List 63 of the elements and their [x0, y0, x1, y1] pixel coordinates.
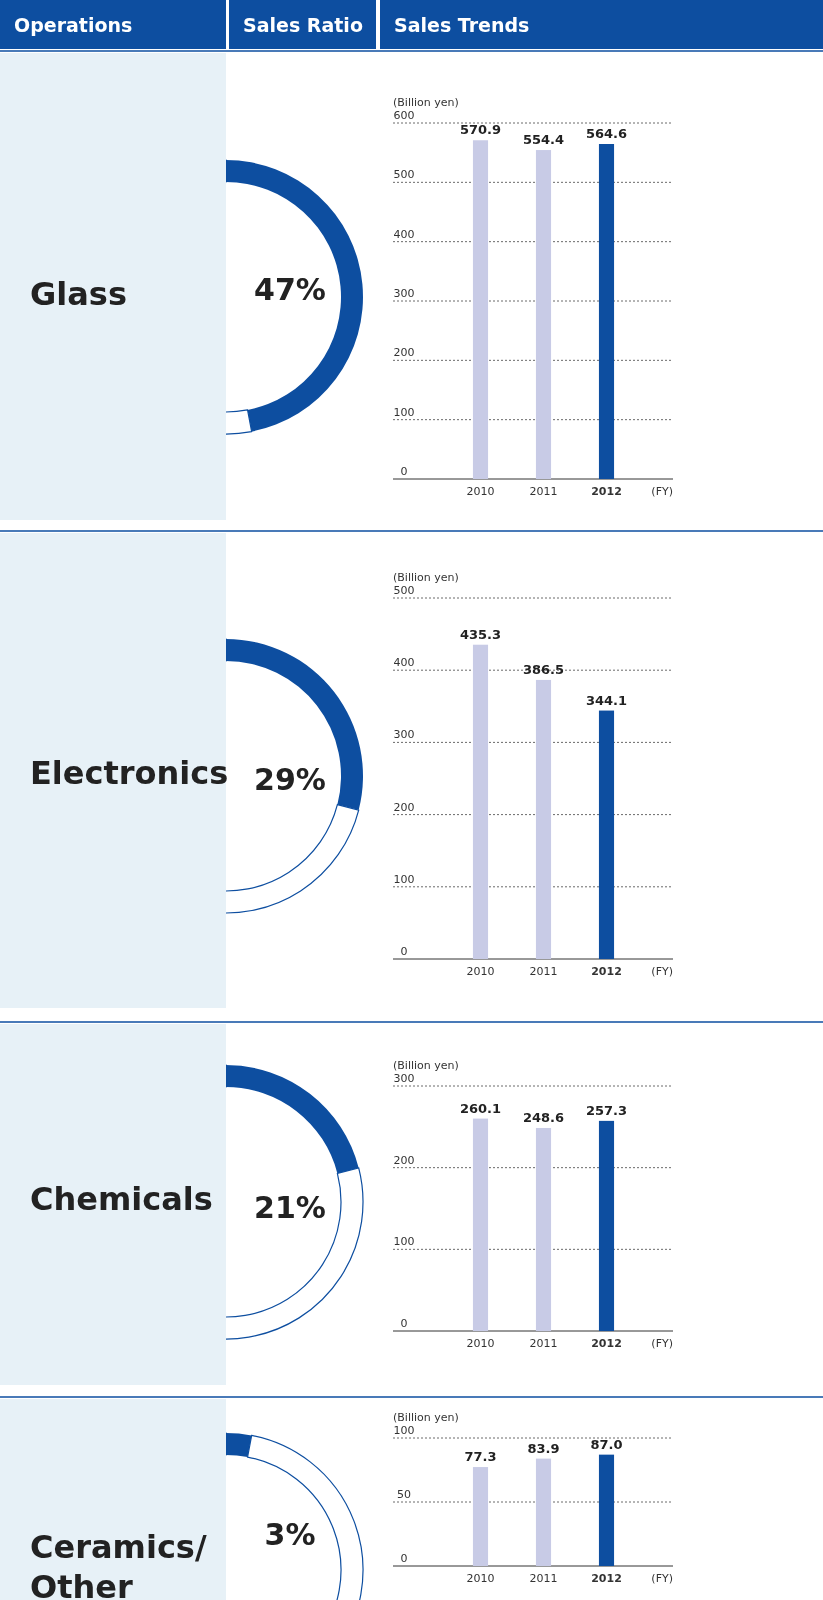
x-tick-label: 2012 [591, 485, 622, 498]
data-label: 77.3 [464, 1449, 497, 1465]
data-label: 570.9 [459, 122, 502, 138]
y-tick-label: 400 [393, 656, 415, 670]
data-label: 386.5 [522, 661, 565, 677]
x-tick-label: 2012 [591, 965, 622, 978]
text: Operations [14, 14, 133, 36]
text: 29% [254, 762, 326, 797]
y-tick-label: 300 [393, 287, 415, 300]
x-tick-label: 2010 [466, 1572, 495, 1585]
text: 3% [264, 1517, 316, 1552]
y-tick-label: 0 [400, 945, 408, 958]
data-label: 260.1 [459, 1100, 502, 1116]
text: 47% [254, 272, 326, 307]
y-tick-label: 500 [393, 584, 415, 597]
text: Ceramics/Other [30, 1528, 207, 1600]
y-axis-title: (Billion yen) [393, 1059, 459, 1072]
x-tick-label: 2011 [529, 1337, 558, 1350]
y-tick-label: 100 [393, 405, 415, 419]
data-label: 554.4 [522, 132, 565, 148]
text: Glass [30, 275, 127, 313]
data-label: 87.0 [590, 1436, 623, 1452]
y-axis-title: (Billion yen) [393, 96, 459, 109]
text: 21% [254, 1190, 326, 1225]
y-tick-label: 300 [393, 1072, 415, 1085]
y-tick-label: 200 [393, 800, 415, 814]
data-label: 248.6 [522, 1109, 565, 1125]
y-tick-label: 100 [393, 1424, 415, 1437]
data-label: 564.6 [585, 126, 628, 141]
y-tick-label: 0 [400, 1317, 408, 1330]
x-tick-label: 2010 [466, 485, 495, 498]
y-tick-label: 600 [393, 109, 415, 122]
data-label: 435.3 [459, 626, 502, 642]
x-axis-title: (FY) [651, 1337, 673, 1350]
x-tick-label: 2011 [529, 965, 558, 978]
x-tick-label: 2012 [591, 1337, 622, 1350]
text: Sales Trends [394, 14, 530, 36]
x-axis-title: (FY) [651, 1572, 673, 1585]
y-tick-label: 50 [397, 1488, 411, 1501]
y-tick-label: 100 [393, 872, 415, 886]
y-tick-label: 200 [393, 1153, 415, 1167]
x-axis-title: (FY) [651, 485, 673, 498]
y-tick-label: 400 [393, 227, 415, 241]
text: Sales Ratio [243, 14, 363, 36]
x-tick-label: 2010 [466, 1337, 495, 1350]
x-tick-label: 2010 [466, 965, 495, 978]
y-tick-label: 100 [393, 1235, 415, 1249]
text: Electronics [30, 754, 229, 792]
data-label: 344.1 [585, 692, 628, 708]
y-tick-label: 300 [393, 728, 415, 742]
y-axis-title: (Billion yen) [393, 1411, 459, 1424]
y-tick-label: 200 [393, 346, 415, 360]
data-label: 83.9 [527, 1440, 560, 1456]
x-axis-title: (FY) [651, 965, 673, 978]
text: Chemicals [30, 1180, 213, 1218]
x-tick-label: 2011 [529, 485, 558, 498]
y-tick-label: 500 [393, 168, 415, 182]
y-tick-label: 0 [400, 465, 408, 478]
y-tick-label: 0 [400, 1552, 408, 1565]
y-axis-title: (Billion yen) [393, 571, 459, 584]
x-tick-label: 2012 [591, 1572, 622, 1585]
data-label: 257.3 [585, 1102, 628, 1118]
x-tick-label: 2011 [529, 1572, 558, 1585]
